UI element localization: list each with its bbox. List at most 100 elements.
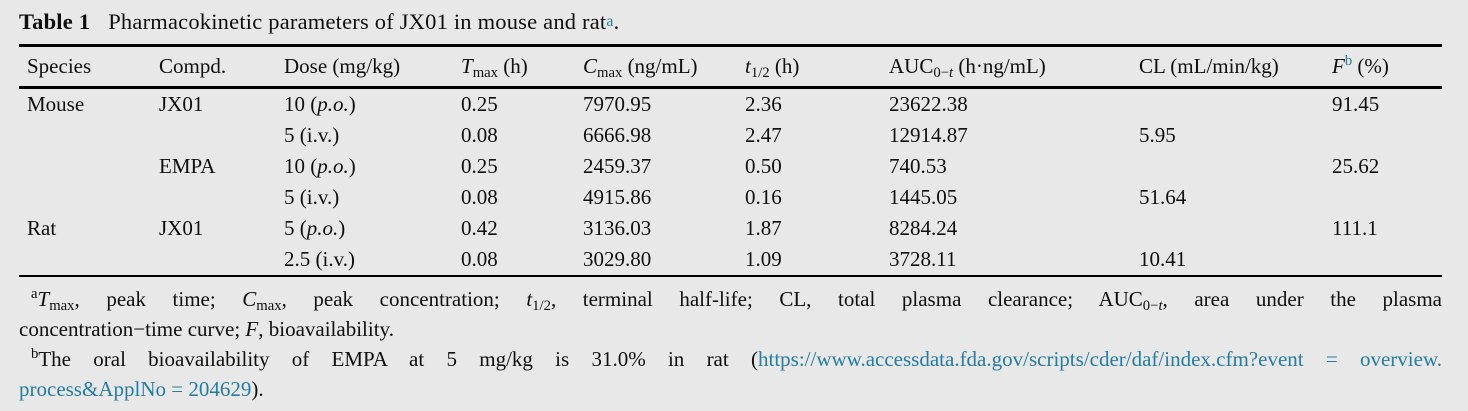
cell-compd: [159, 182, 284, 213]
tmax-subscript: max: [472, 65, 498, 82]
fn-tmax-symbol: T: [37, 287, 50, 311]
fn-f-symbol: F: [245, 317, 259, 341]
caption-period: .: [613, 9, 620, 34]
footnote-marker-b-ref: b: [1344, 52, 1353, 69]
col-header-auc: AUC0−t (h·ng/mL): [889, 46, 1139, 88]
cell-thalf: 0.50: [745, 154, 782, 178]
col-header-cl: CL (mL/min/kg): [1139, 54, 1279, 78]
thalf-subscript: 1/2: [750, 65, 770, 82]
cell-cmax: 4915.86: [583, 185, 652, 209]
tmax-symbol: T: [461, 54, 473, 78]
col-header-species: Species: [27, 54, 92, 78]
cell-species: [19, 182, 159, 213]
footnote-a-marker: a: [31, 285, 38, 302]
cell-auc: 12914.87: [889, 123, 968, 147]
cell-compd: JX01: [159, 216, 204, 240]
footnote-a-line1: aTmax, peak time; Cmax, peak concentrati…: [19, 284, 1442, 314]
cell-f: 25.62: [1332, 154, 1380, 178]
cell-f: 111.1: [1332, 216, 1378, 240]
fn-thalf-subscript: 1/2: [532, 298, 551, 315]
col-header-f: Fb (%): [1332, 46, 1442, 88]
cell-species: [19, 120, 159, 151]
footnote-b-marker: b: [31, 345, 39, 362]
cell-dose: 5 (i.v.): [284, 185, 340, 209]
table-title: Table 1 Pharmacokinetic parameters of JX0…: [19, 9, 620, 34]
auc-subscript-t: t: [948, 65, 954, 82]
col-header-thalf: t1/2 (h): [745, 46, 889, 88]
dose-route: i.v.: [322, 247, 348, 271]
cell-compd: JX01: [159, 92, 204, 116]
cell-cmax: 2459.37: [583, 154, 652, 178]
cell-cmax: 6666.98: [583, 123, 652, 147]
fn-auc-subscript: 0−t: [1143, 298, 1163, 314]
cell-dose: 5 (i.v.): [284, 123, 340, 147]
cmax-symbol: C: [583, 54, 598, 78]
table-caption: Pharmacokinetic parameters of JX01 in mo…: [108, 9, 607, 34]
table-row: Mouse JX01 10 (p.o.) 0.25 7970.95 2.36 23622.3…: [19, 88, 1442, 121]
cell-auc: 1445.05: [889, 185, 958, 209]
cmax-unit: (ng/mL): [622, 54, 698, 78]
auc-subscript-range: 0−: [933, 65, 949, 82]
cell-species: Rat: [27, 216, 57, 240]
col-header-dose: Dose (mg/kg): [284, 54, 401, 78]
cell-compd: [159, 244, 284, 276]
cell-compd: EMPA: [159, 154, 216, 178]
col-header-tmax: Tmax (h): [461, 46, 583, 88]
thalf-unit: (h): [769, 54, 800, 78]
cell-f: [1332, 120, 1442, 151]
footnote-b-line2: process&ApplNo = 204629).: [19, 374, 1442, 404]
auc-subscript: 0−t: [933, 65, 953, 81]
cell-thalf: 2.47: [745, 123, 782, 147]
table-row: EMPA 10 (p.o.) 0.25 2459.37 0.50 740.53 25.62: [19, 151, 1442, 182]
pk-parameters-table: Species Compd. Dose (mg/kg) Tmax (h) Cma…: [19, 44, 1442, 277]
cell-cl: 5.95: [1139, 123, 1176, 147]
fn-thalf-symbol: t: [526, 287, 533, 311]
cell-cmax: 3029.80: [583, 247, 652, 271]
dose-route: i.v.: [306, 185, 333, 209]
footnote-b-text: ).: [251, 377, 264, 401]
cell-species: [19, 151, 159, 182]
footnote-b-text: The oral bioavailability of EMPA at 5 mg…: [38, 347, 758, 371]
cell-cl: 51.64: [1139, 185, 1187, 209]
footnote-a-text: , bioavailability.: [258, 317, 394, 341]
cell-tmax: 0.25: [461, 154, 498, 178]
cell-thalf: 1.09: [745, 247, 782, 271]
cell-thalf: 0.16: [745, 185, 782, 209]
cell-tmax: 0.42: [461, 216, 498, 240]
cell-auc: 8284.24: [889, 216, 958, 240]
table-number: Table 1: [19, 9, 91, 34]
cell-auc: 23622.38: [889, 92, 968, 116]
cmax-subscript: max: [597, 65, 623, 82]
fn-auc-subscript-t: t: [1158, 298, 1163, 315]
footnote-a-text: , area under the plasma: [1162, 287, 1442, 311]
tmax-unit: (h): [497, 54, 528, 78]
col-header-cmax: Cmax (ng/mL): [583, 46, 745, 88]
cell-cl: [1139, 88, 1332, 121]
footnotes: aTmax, peak time; Cmax, peak concentrati…: [19, 284, 1442, 404]
cell-f: [1332, 182, 1442, 213]
cell-f: [1332, 244, 1442, 276]
dose-route: p.o.: [306, 216, 339, 240]
f-symbol: F: [1332, 54, 1345, 78]
cell-dose: 10 (p.o.): [284, 92, 356, 116]
fn-cmax-symbol: C: [242, 287, 257, 311]
cell-auc: 3728.11: [889, 247, 957, 271]
footnote-a-text: , terminal half-life; CL, total plasma c…: [550, 287, 1143, 311]
footnote-a-text: , peak concentration;: [281, 287, 527, 311]
table-body: Mouse JX01 10 (p.o.) 0.25 7970.95 2.36 23622.3…: [19, 88, 1442, 277]
footnote-b-line1: bThe oral bioavailability of EMPA at 5 m…: [19, 344, 1442, 374]
fn-auc-subscript-range: 0−: [1142, 298, 1159, 315]
cell-cl: 10.41: [1139, 247, 1187, 271]
fda-link[interactable]: https://www.accessdata.fda.gov/scripts/c…: [757, 347, 1442, 371]
table-row: 2.5 (i.v.) 0.08 3029.80 1.09 3728.11 10.41: [19, 244, 1442, 276]
f-unit: (%): [1352, 54, 1389, 78]
fda-link-continued[interactable]: process&ApplNo = 204629: [19, 377, 252, 401]
cell-tmax: 0.08: [461, 123, 498, 147]
cell-thalf: 2.36: [745, 92, 782, 116]
cell-tmax: 0.08: [461, 185, 498, 209]
cell-cl: [1139, 151, 1332, 182]
dose-route: p.o.: [317, 92, 349, 116]
footnote-a-text: concentration−time curve;: [19, 317, 246, 341]
cell-f: 91.45: [1332, 92, 1380, 116]
